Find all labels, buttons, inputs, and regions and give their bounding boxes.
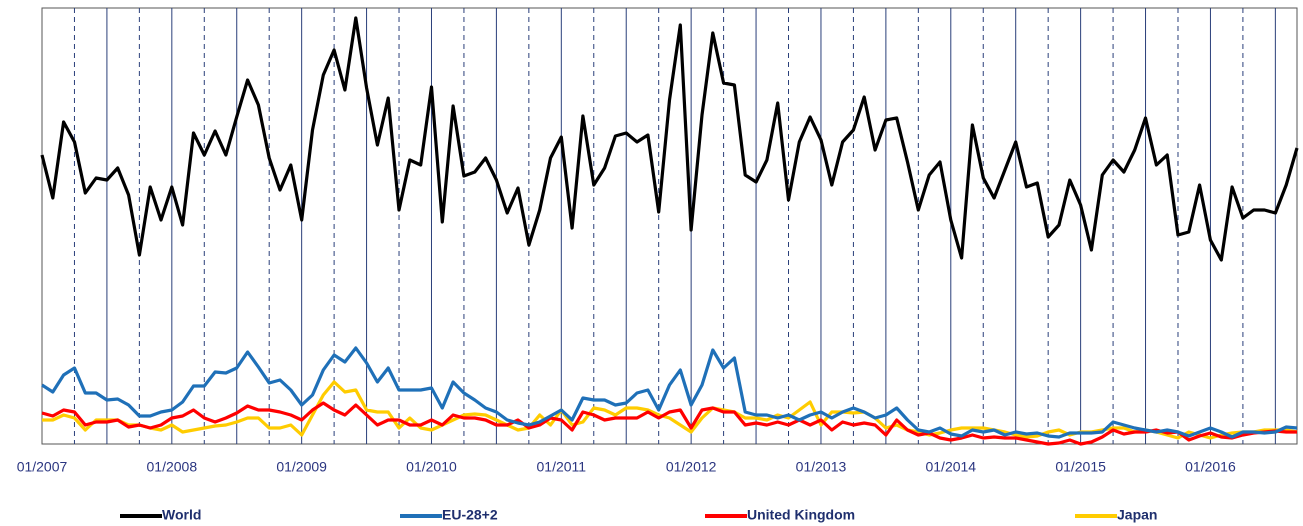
x-tick-label: 01/2010 [406,459,457,475]
legend-label: Japan [1117,507,1157,523]
x-tick-label: 01/2015 [1055,459,1106,475]
series-line [41,401,1297,446]
plot-frame [41,7,1298,445]
legend-label: EU-28+2 [442,507,498,523]
series-line [41,346,1298,439]
x-tick-label: 01/2016 [1185,459,1236,475]
x-tick-label: 01/2013 [796,459,847,475]
legend-label: World [162,507,201,523]
x-tick-label: 01/2012 [666,459,717,475]
x-tick-label: 01/2009 [276,459,327,475]
series-line [40,16,1299,262]
x-tick-label: 01/2008 [147,459,198,475]
legend-label: United Kingdom [747,507,855,523]
x-tick-label: 01/2007 [17,459,68,475]
x-tick-label: 01/2011 [537,459,587,475]
x-tick-label: 01/2014 [925,459,976,475]
